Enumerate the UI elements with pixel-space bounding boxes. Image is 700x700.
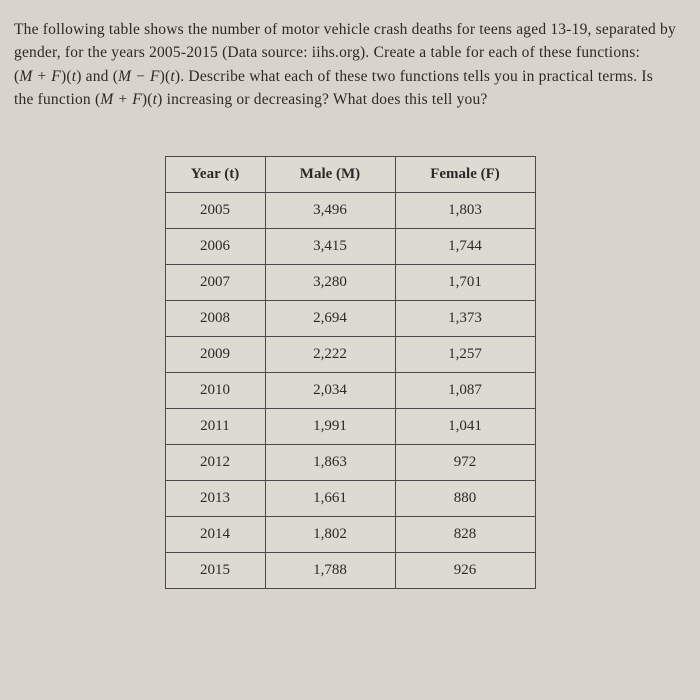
cell-female: 1,257 — [395, 337, 535, 373]
table-row: 20053,4961,803 — [165, 193, 535, 229]
cell-year: 2013 — [165, 481, 265, 517]
question-line1: The following table shows the number of … — [14, 21, 676, 38]
cell-female: 1,373 — [395, 301, 535, 337]
cell-female: 880 — [395, 481, 535, 517]
question-text: The following table shows the number of … — [14, 18, 686, 111]
table-row: 20092,2221,257 — [165, 337, 535, 373]
cell-female: 1,087 — [395, 373, 535, 409]
cell-male: 1,991 — [265, 409, 395, 445]
cell-year: 2011 — [165, 409, 265, 445]
cell-male: 1,788 — [265, 553, 395, 589]
data-table: Year (t) Male (M) Female (F) 20053,4961,… — [165, 156, 536, 589]
cell-male: 3,280 — [265, 265, 395, 301]
q3-suffix: ). Describe what each of these two funct… — [175, 68, 653, 85]
cell-male: 2,034 — [265, 373, 395, 409]
q3-math1: M + F — [19, 68, 61, 85]
header-year: Year (t) — [165, 157, 265, 193]
table-row: 20102,0341,087 — [165, 373, 535, 409]
table-row: 20063,4151,744 — [165, 229, 535, 265]
cell-female: 1,701 — [395, 265, 535, 301]
q3-mid3: )( — [160, 68, 171, 85]
cell-male: 1,661 — [265, 481, 395, 517]
cell-female: 828 — [395, 517, 535, 553]
q3-math2: M − F — [118, 68, 160, 85]
cell-year: 2005 — [165, 193, 265, 229]
cell-year: 2008 — [165, 301, 265, 337]
cell-female: 1,744 — [395, 229, 535, 265]
table-header-row: Year (t) Male (M) Female (F) — [165, 157, 535, 193]
q3-mid2: ) and ( — [76, 68, 118, 85]
q4-mid: )( — [142, 91, 153, 108]
table-row: 20141,802828 — [165, 517, 535, 553]
header-male: Male (M) — [265, 157, 395, 193]
cell-year: 2015 — [165, 553, 265, 589]
cell-female: 926 — [395, 553, 535, 589]
cell-year: 2009 — [165, 337, 265, 373]
table-row: 20131,661880 — [165, 481, 535, 517]
table-row: 20111,9911,041 — [165, 409, 535, 445]
table-row: 20121,863972 — [165, 445, 535, 481]
cell-female: 1,041 — [395, 409, 535, 445]
cell-year: 2014 — [165, 517, 265, 553]
q4-suffix: ) increasing or decreasing? What does th… — [157, 91, 487, 108]
table-row: 20082,6941,373 — [165, 301, 535, 337]
cell-male: 1,863 — [265, 445, 395, 481]
cell-year: 2006 — [165, 229, 265, 265]
q4-prefix: the function ( — [14, 91, 100, 108]
cell-male: 3,496 — [265, 193, 395, 229]
cell-female: 972 — [395, 445, 535, 481]
cell-year: 2010 — [165, 373, 265, 409]
header-female: Female (F) — [395, 157, 535, 193]
table-row: 20151,788926 — [165, 553, 535, 589]
cell-male: 2,694 — [265, 301, 395, 337]
question-line2: gender, for the years 2005-2015 (Data so… — [14, 44, 640, 61]
q4-math: M + F — [100, 91, 142, 108]
cell-year: 2007 — [165, 265, 265, 301]
cell-year: 2012 — [165, 445, 265, 481]
cell-male: 2,222 — [265, 337, 395, 373]
table-row: 20073,2801,701 — [165, 265, 535, 301]
cell-male: 1,802 — [265, 517, 395, 553]
cell-female: 1,803 — [395, 193, 535, 229]
cell-male: 3,415 — [265, 229, 395, 265]
q3-mid1: )( — [61, 68, 72, 85]
